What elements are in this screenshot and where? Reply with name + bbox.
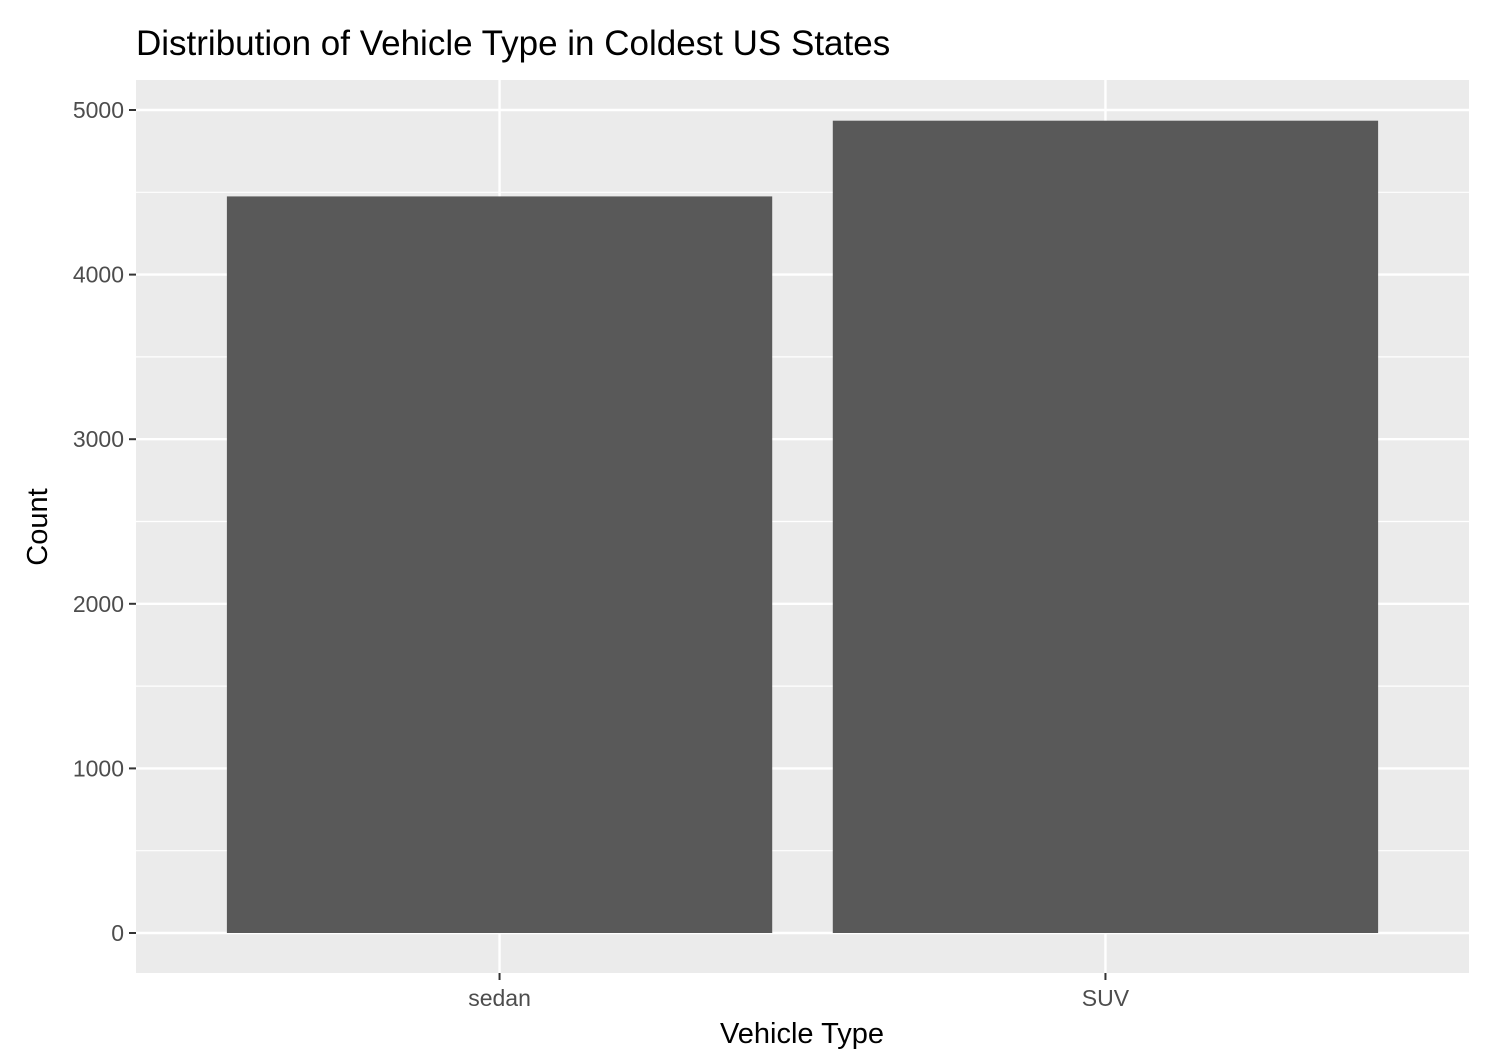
y-tick-label: 5000: [73, 97, 124, 123]
bar-suv: [832, 120, 1379, 934]
y-tick-label: 4000: [73, 262, 124, 288]
x-axis: sedan SUV: [468, 973, 1130, 1011]
x-axis-title: Vehicle Type: [720, 1018, 884, 1050]
y-axis-title: Count: [22, 488, 54, 565]
y-tick-label: 0: [111, 920, 124, 946]
x-tick-label-sedan: sedan: [468, 985, 531, 1011]
y-tick-label: 1000: [73, 755, 124, 781]
y-tick-label: 3000: [73, 426, 124, 452]
bar-sedan: [226, 196, 773, 934]
y-tick-label: 2000: [73, 591, 124, 617]
y-axis: 0 1000 2000 3000 4000 5000: [73, 97, 136, 946]
bars: [226, 120, 1379, 934]
x-tick-label-suv: SUV: [1082, 985, 1130, 1011]
chart-title: Distribution of Vehicle Type in Coldest …: [136, 24, 890, 63]
